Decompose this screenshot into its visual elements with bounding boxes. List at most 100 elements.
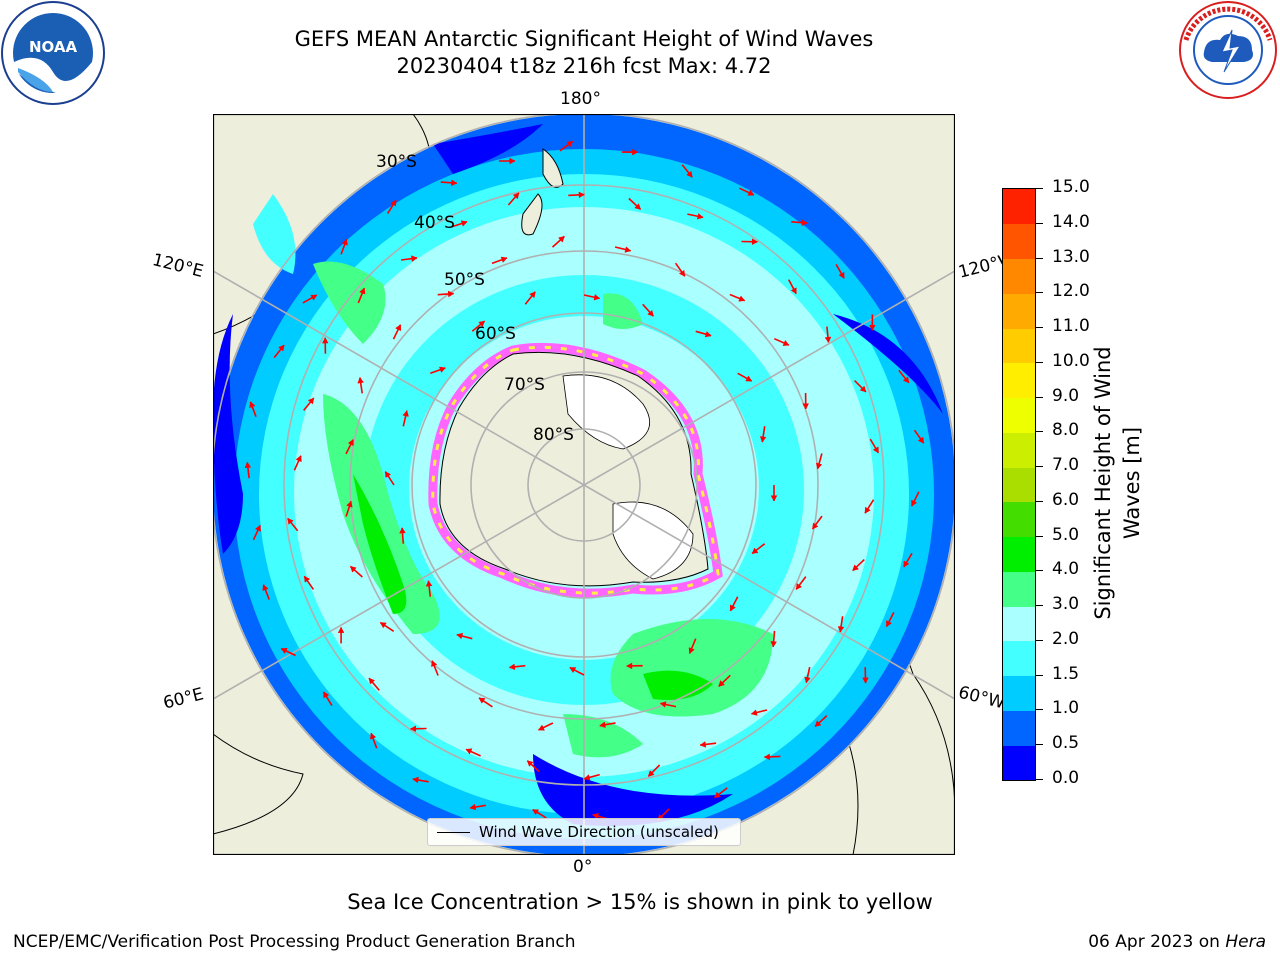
colorbar-tick xyxy=(1035,744,1043,746)
wave-direction-arrows xyxy=(244,140,925,821)
wave-arrow-head xyxy=(626,662,633,670)
wave-arrow-head xyxy=(538,724,545,731)
wave-arrow-head xyxy=(647,309,654,317)
wave-arrow-head xyxy=(815,462,823,470)
colorbar-tick-label: 12.0 xyxy=(1052,281,1090,302)
wave-arrow-head xyxy=(678,269,686,277)
wave-arrow-head xyxy=(770,641,777,648)
colorbar-tick-label: 1.5 xyxy=(1052,663,1080,684)
colorbar-segment xyxy=(1003,536,1035,572)
wave-arrow-head xyxy=(346,500,353,508)
colorbar-segment xyxy=(1003,640,1035,677)
colorbar-tick xyxy=(1035,466,1043,468)
wave-arrow-head xyxy=(911,499,918,507)
wave-arrow-head xyxy=(368,677,376,685)
legend-line-swatch xyxy=(437,831,470,833)
wave-arrow-head xyxy=(688,647,695,654)
graticule xyxy=(213,114,955,855)
wave-arrow-head xyxy=(917,436,925,444)
colorbar-tick xyxy=(1035,605,1043,607)
noaa-logo: NOAA xyxy=(1,1,105,105)
wave-arrow-head xyxy=(566,140,574,148)
wave-arrow-head xyxy=(569,667,577,674)
colorbar-tick xyxy=(1035,396,1043,398)
wave-arrow-head xyxy=(647,770,655,777)
lon-label-120e: 120°E xyxy=(150,250,206,282)
colorbar-tick xyxy=(1035,500,1043,502)
colorbar-segment xyxy=(1003,501,1035,538)
colorbar-tick xyxy=(1035,327,1043,329)
colorbar-tick-label: 13.0 xyxy=(1052,246,1090,267)
wave-arrow-head xyxy=(659,701,667,708)
wave-arrow-head xyxy=(280,648,288,654)
wave-arrow-head xyxy=(244,461,252,469)
wave-arrow-head xyxy=(478,697,486,704)
colorbar-tick-label: 14.0 xyxy=(1052,211,1090,232)
wave-arrow-head xyxy=(852,564,859,571)
wave-arrow-head xyxy=(500,256,508,263)
wave-arrow-head xyxy=(347,439,354,447)
colorbar-tick xyxy=(1035,361,1043,363)
wave-arrow-head xyxy=(295,455,302,463)
colorbar-segment xyxy=(1003,675,1035,711)
wave-arrow-head xyxy=(718,680,725,687)
colorbar-tick-label: 0.5 xyxy=(1052,733,1080,754)
wave-arrow-head xyxy=(508,663,516,671)
colorbar-tick-label: 1.0 xyxy=(1052,698,1080,719)
svg-text:NOAA: NOAA xyxy=(29,38,78,56)
colorbar-tick-label: 7.0 xyxy=(1052,455,1080,476)
lat-label-50s: 50°S xyxy=(444,270,485,290)
wave-arrow-head xyxy=(409,725,417,733)
lat-label-40s: 40°S xyxy=(414,213,455,233)
colorbar-tick xyxy=(1035,674,1043,676)
lat-label-70s: 70°S xyxy=(504,375,545,395)
wave-arrow-head xyxy=(804,676,811,684)
wave-arrow-head xyxy=(696,213,704,220)
wave-arrow-head xyxy=(704,331,712,338)
colorbar-tick xyxy=(1035,222,1043,224)
wave-arrow-head xyxy=(341,238,348,246)
colorbar-segment xyxy=(1003,467,1035,503)
legend-label: Wind Wave Direction (unscaled) xyxy=(479,823,719,841)
wave-arrow-head xyxy=(824,336,832,344)
footer-host: Hera xyxy=(1225,932,1266,952)
wave-arrow-head xyxy=(287,517,294,525)
wave-arrow-head xyxy=(745,375,753,382)
wave-arrow-head xyxy=(903,560,910,568)
wave-arrow-head xyxy=(357,376,364,384)
colorbar-segment xyxy=(1003,606,1035,642)
colorbar-tick xyxy=(1035,779,1043,780)
wave-arrow-head xyxy=(838,271,845,279)
wave-arrow-head xyxy=(747,189,755,196)
wave-arrow-head xyxy=(812,522,819,530)
colorbar-tick xyxy=(1035,188,1043,189)
wave-arrow-head xyxy=(509,157,516,165)
lat-label-60s: 60°S xyxy=(475,324,516,344)
colorbar-tick-label: 15.0 xyxy=(1052,177,1090,197)
wave-arrow-head xyxy=(307,397,315,405)
wave-arrow-head xyxy=(321,337,329,344)
wave-arrow-head xyxy=(303,575,311,583)
wave-arrow-head xyxy=(447,290,455,298)
wave-arrow-head xyxy=(412,776,419,784)
wave-arrow-head xyxy=(278,344,285,352)
colorbar-segment xyxy=(1003,432,1035,468)
wave-arrow-head xyxy=(738,295,746,302)
colorbar xyxy=(1002,188,1036,781)
wave-arrow-head xyxy=(782,339,790,346)
wave-arrow-head xyxy=(801,219,808,227)
map-panel xyxy=(213,114,955,855)
colorbar-tick-label: 3.0 xyxy=(1052,594,1080,615)
wave-arrow-head xyxy=(254,524,261,532)
wave-arrow-head xyxy=(859,385,867,393)
colorbar-segment xyxy=(1003,745,1035,781)
colorbar-segment xyxy=(1003,223,1035,259)
wave-arrow-head xyxy=(456,632,464,640)
colorbar-tick xyxy=(1035,535,1043,537)
wave-arrow-head xyxy=(862,677,869,684)
wave-arrow-head xyxy=(759,436,767,443)
wave-arrow-head xyxy=(814,720,822,727)
colorbar-tick-label: 11.0 xyxy=(1052,316,1090,337)
wave-arrow-head xyxy=(460,220,468,227)
colorbar-tick-label: 6.0 xyxy=(1052,489,1080,510)
